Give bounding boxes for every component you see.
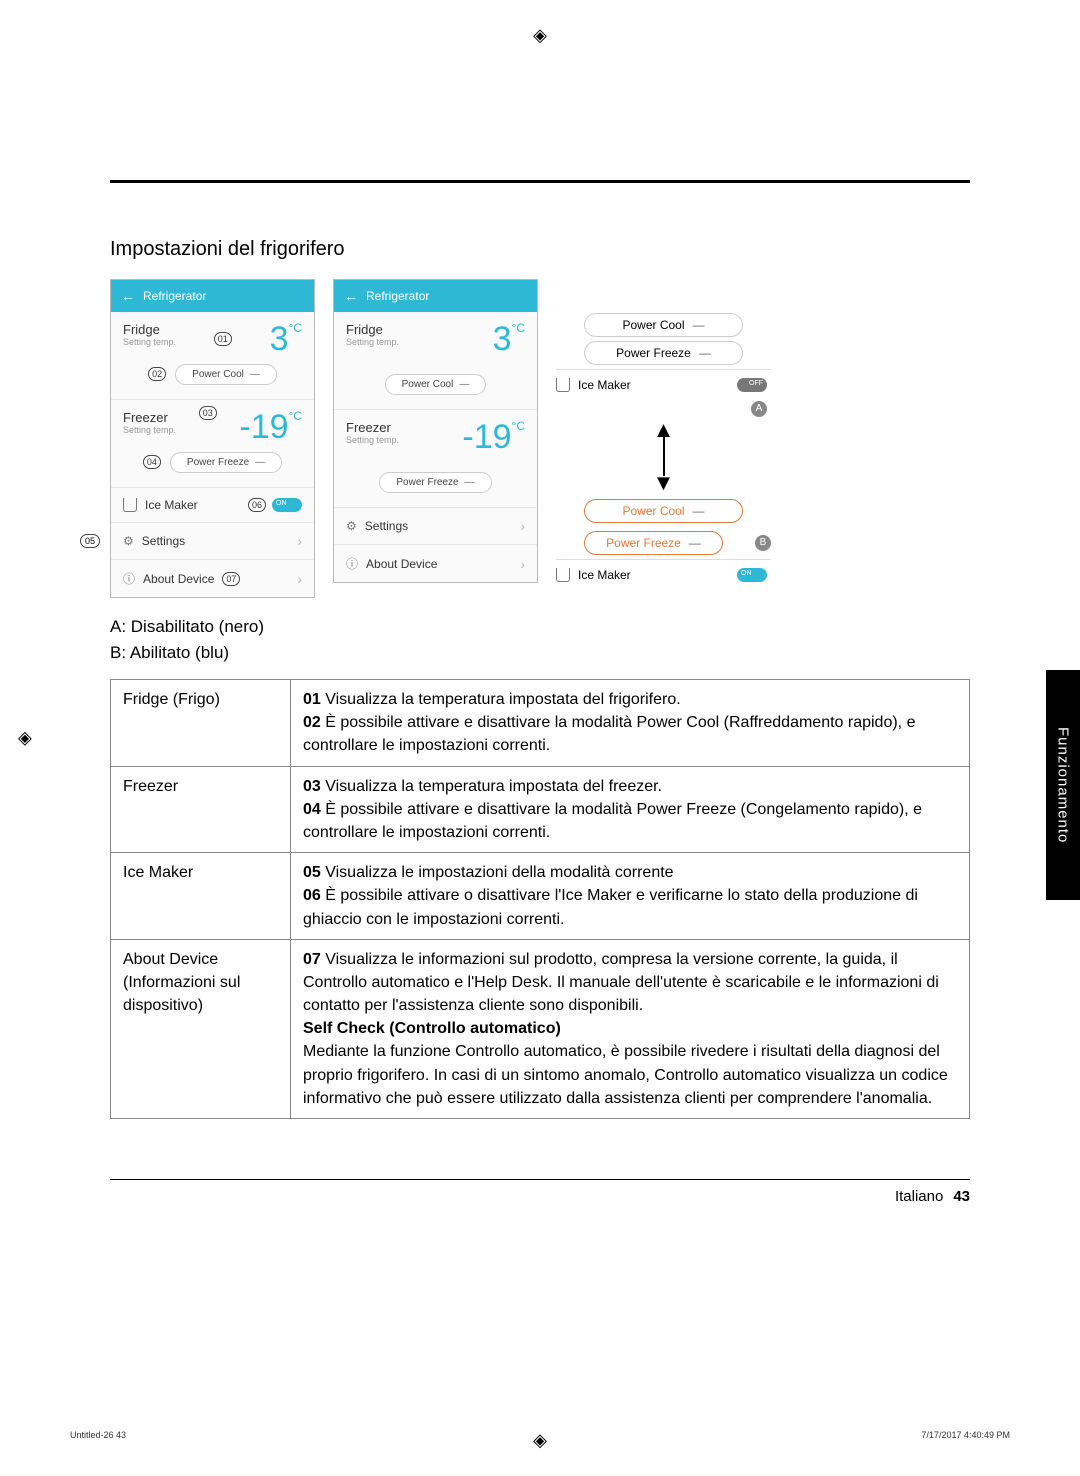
back-icon[interactable] xyxy=(121,288,135,304)
state-column: Power Cool Power Freeze Ice Maker OFF A … xyxy=(556,279,771,590)
badge-a: A xyxy=(751,401,767,417)
power-cool-off-pill: Power Cool xyxy=(584,313,743,337)
ice-bucket-icon xyxy=(556,378,570,392)
phone1-fridge-section: Fridge Setting temp. 01 3°C 02 Power Coo… xyxy=(111,312,314,399)
badge-07: 07 xyxy=(222,572,240,586)
page-content: Impostazioni del frigorifero 05 Refriger… xyxy=(110,180,970,1205)
power-freeze-pill[interactable]: Power Freeze xyxy=(170,452,282,473)
ice-bucket-icon xyxy=(556,568,570,582)
row-heading: Fridge (Frigo) xyxy=(111,680,291,767)
badge-01: 01 xyxy=(214,332,232,346)
updown-arrow-icon: ▲▼ xyxy=(556,423,771,489)
back-icon[interactable] xyxy=(344,288,358,304)
table-row: About Device (Informazioni sul dispositi… xyxy=(111,939,970,1118)
top-rule xyxy=(110,180,970,183)
phone2-freezer-section: Freezer Setting temp. -19°C Power Freeze xyxy=(334,409,537,507)
fridge-sub: Setting temp. xyxy=(346,337,399,347)
chevron-icon: › xyxy=(520,518,525,534)
fridge-label: Fridge xyxy=(346,322,399,337)
about-row[interactable]: About Device 07 › xyxy=(111,559,314,597)
freezer-label: Freezer xyxy=(346,420,399,435)
fridge-label: Fridge xyxy=(123,322,176,337)
phone1-title: Refrigerator xyxy=(143,289,206,303)
chevron-icon: › xyxy=(520,556,525,572)
phone2-header[interactable]: Refrigerator xyxy=(334,280,537,312)
legend-b: B: Abilitato (blu) xyxy=(110,640,970,666)
power-freeze-on-pill: Power Freeze xyxy=(584,531,723,555)
print-file: Untitled-26 43 xyxy=(70,1430,126,1440)
off-toggle: OFF xyxy=(737,378,767,392)
settings-row[interactable]: Settings › xyxy=(334,507,537,544)
bottom-rule xyxy=(110,1179,970,1180)
fridge-sub: Setting temp. xyxy=(123,337,176,347)
table-row: Fridge (Frigo) 01 Visualizza la temperat… xyxy=(111,680,970,767)
info-icon xyxy=(123,570,135,587)
ice-maker-on-row: Ice Maker ON xyxy=(556,559,771,590)
power-cool-on-pill: Power Cool xyxy=(584,499,743,523)
section-title: Impostazioni del frigorifero xyxy=(110,238,970,261)
legend-a: A: Disabilitato (nero) xyxy=(110,614,970,640)
ice-maker-toggle[interactable]: ON xyxy=(272,498,302,512)
phone1-header[interactable]: Refrigerator xyxy=(111,280,314,312)
phone2-title: Refrigerator xyxy=(366,289,429,303)
chevron-icon: › xyxy=(297,533,302,549)
phone1-freezer-section: Freezer Setting temp. 03 -19°C 04 Power … xyxy=(111,399,314,487)
row-body: 05 Visualizza le impostazioni della moda… xyxy=(291,853,970,940)
ice-bucket-icon xyxy=(123,498,137,512)
badge-02: 02 xyxy=(148,367,166,381)
fridge-temp: 3°C xyxy=(493,322,525,356)
power-freeze-off-pill: Power Freeze xyxy=(584,341,743,365)
badge-04: 04 xyxy=(143,455,161,469)
chevron-icon: › xyxy=(297,571,302,587)
row-heading: About Device (Informazioni sul dispositi… xyxy=(111,939,291,1118)
registration-mark-left: ◈ xyxy=(18,728,32,749)
power-cool-pill[interactable]: Power Cool xyxy=(175,364,277,385)
badge-06: 06 xyxy=(248,498,266,512)
gear-icon xyxy=(123,534,134,548)
ice-maker-row[interactable]: Ice Maker 06 ON xyxy=(111,487,314,522)
description-table: Fridge (Frigo) 01 Visualizza la temperat… xyxy=(110,679,970,1119)
on-toggle: ON xyxy=(737,568,767,582)
fridge-temp: 3°C xyxy=(270,322,302,356)
phone2-fridge-section: Fridge Setting temp. 3°C Power Cool xyxy=(334,312,537,409)
power-freeze-pill[interactable]: Power Freeze xyxy=(379,472,491,493)
power-cool-pill[interactable]: Power Cool xyxy=(385,374,487,395)
row-body: 01 Visualizza la temperatura impostata d… xyxy=(291,680,970,767)
registration-mark-top: ◈ xyxy=(533,25,547,46)
gear-icon xyxy=(346,519,357,533)
screens-row: 05 Refrigerator Fridge Setting temp. 01 … xyxy=(110,279,970,598)
freezer-temp: -19°C xyxy=(462,420,525,454)
row-body: 03 Visualizza la temperatura impostata d… xyxy=(291,766,970,853)
freezer-label: Freezer xyxy=(123,410,176,425)
freezer-temp: -19°C xyxy=(239,410,302,444)
ice-maker-off-row: Ice Maker OFF xyxy=(556,369,771,400)
print-footer: Untitled-26 43 7/17/2017 4:40:49 PM xyxy=(70,1430,1010,1440)
badge-05: 05 xyxy=(80,534,100,548)
legend: A: Disabilitato (nero) B: Abilitato (blu… xyxy=(110,614,970,665)
page-footer: Italiano 43 xyxy=(110,1188,970,1205)
print-timestamp: 7/17/2017 4:40:49 PM xyxy=(921,1430,1010,1440)
table-row: Freezer 03 Visualizza la temperatura imp… xyxy=(111,766,970,853)
info-icon xyxy=(346,555,358,572)
phone2: Refrigerator Fridge Setting temp. 3°C Po… xyxy=(333,279,538,583)
freezer-sub: Setting temp. xyxy=(346,435,399,445)
table-row: Ice Maker 05 Visualizza le impostazioni … xyxy=(111,853,970,940)
freezer-sub: Setting temp. xyxy=(123,425,176,435)
page-number: 43 xyxy=(953,1188,970,1205)
phone1: Refrigerator Fridge Setting temp. 01 3°C… xyxy=(110,279,315,598)
page-language: Italiano xyxy=(895,1188,943,1205)
badge-b: B xyxy=(755,535,771,551)
row-heading: Freezer xyxy=(111,766,291,853)
settings-row[interactable]: Settings › xyxy=(111,522,314,559)
about-row[interactable]: About Device › xyxy=(334,544,537,582)
row-heading: Ice Maker xyxy=(111,853,291,940)
phone1-wrap: 05 Refrigerator Fridge Setting temp. 01 … xyxy=(110,279,315,598)
row-body: 07 Visualizza le informazioni sul prodot… xyxy=(291,939,970,1118)
badge-03: 03 xyxy=(199,406,217,420)
side-tab: Funzionamento xyxy=(1046,670,1080,900)
